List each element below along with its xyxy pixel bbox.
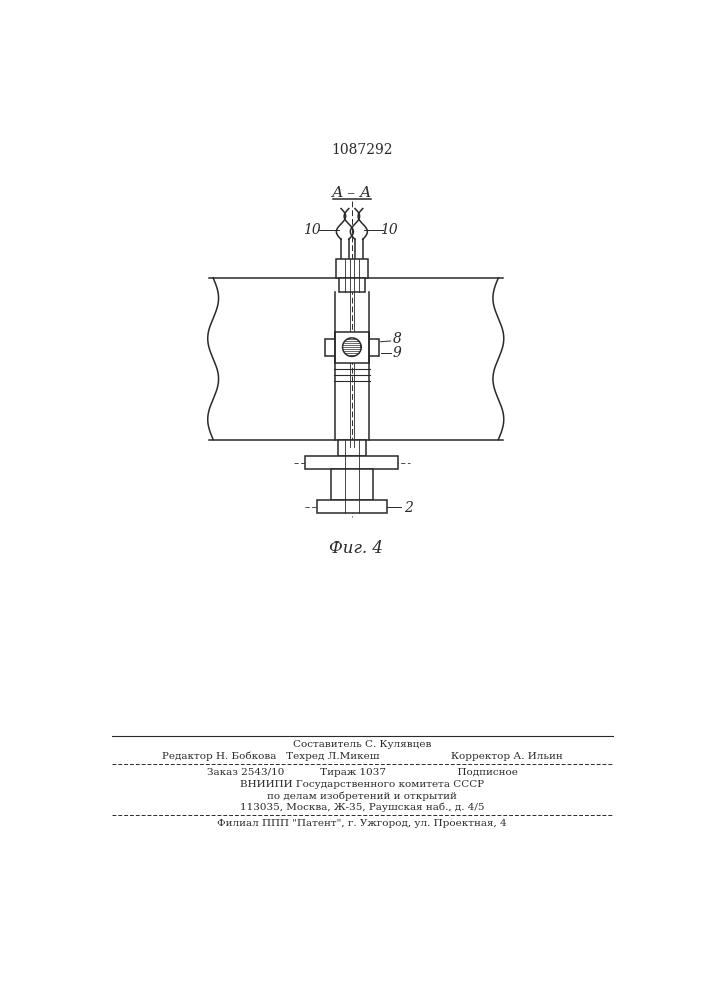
Polygon shape	[343, 338, 361, 356]
Text: 10: 10	[303, 223, 320, 237]
Text: ВНИИПИ Государственного комитета СССР: ВНИИПИ Государственного комитета СССР	[240, 780, 484, 789]
Text: Редактор Н. Бобкова   Техред Л.Микеш                      Корректор А. Ильин: Редактор Н. Бобкова Техред Л.Микеш Корре…	[162, 751, 562, 761]
Text: Заказ 2543/10           Тираж 1037                      Подписное: Заказ 2543/10 Тираж 1037 Подписное	[206, 768, 518, 777]
Text: Фиг. 4: Фиг. 4	[329, 540, 382, 557]
Text: Филиал ППП "Патент", г. Ужгород, ул. Проектная, 4: Филиал ППП "Патент", г. Ужгород, ул. Про…	[217, 819, 507, 828]
Text: 9: 9	[393, 346, 402, 360]
Bar	[339, 278, 365, 292]
Text: Составитель С. Кулявцев: Составитель С. Кулявцев	[293, 740, 431, 749]
Bar	[335, 332, 369, 363]
Text: А – А: А – А	[332, 186, 372, 200]
Bar	[336, 259, 368, 278]
Text: 8: 8	[393, 332, 402, 346]
Text: по делам изобретений и открытий: по делам изобретений и открытий	[267, 791, 457, 801]
Bar	[338, 440, 366, 456]
Bar	[305, 456, 398, 469]
Text: 113035, Москва, Ж-35, Раушская наб., д. 4/5: 113035, Москва, Ж-35, Раушская наб., д. …	[240, 803, 484, 812]
Bar	[325, 339, 379, 356]
Text: 10: 10	[380, 223, 398, 237]
Text: 2: 2	[404, 501, 413, 515]
Bar	[331, 469, 373, 500]
Text: 1087292: 1087292	[331, 143, 392, 157]
Bar	[317, 500, 387, 513]
